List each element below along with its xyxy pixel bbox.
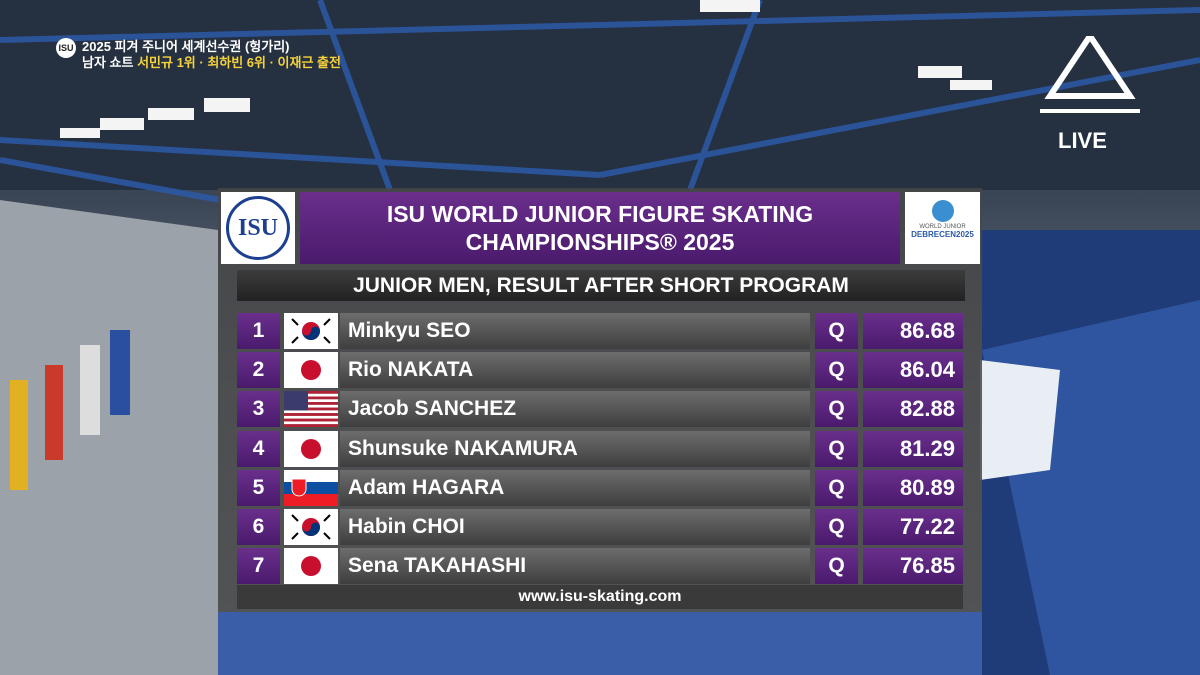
- athlete-name: Sena TAKAHASHI: [340, 548, 810, 585]
- caption-line2: 남자 쇼트 서민규 1위 · 최하빈 6위 · 이재근 출전: [82, 52, 341, 71]
- rank: 1: [237, 313, 280, 349]
- score: 81.29: [863, 430, 963, 467]
- qualifier: Q: [815, 391, 858, 428]
- flag-icon: [284, 313, 338, 349]
- title: ISU WORLD JUNIOR FIGURE SKATING CHAMPION…: [300, 192, 900, 264]
- flag-icon: [284, 469, 338, 506]
- event-logo-mark: [931, 200, 954, 222]
- isu-logo: ISU: [226, 196, 290, 260]
- caption-line1: 2025 피겨 주니어 세계선수권 (헝가리): [82, 39, 290, 54]
- qualifier: Q: [815, 509, 858, 545]
- event-logo: WORLD JUNIOR DEBRECEN2025: [905, 192, 980, 264]
- rank: 6: [237, 509, 280, 545]
- rank: 7: [237, 548, 280, 585]
- broadcaster-logo: [1040, 36, 1140, 113]
- score: 76.85: [863, 548, 963, 585]
- qualifier: Q: [815, 430, 858, 467]
- qualifier: Q: [815, 469, 858, 506]
- qualifier: Q: [815, 352, 858, 389]
- flag: [284, 352, 338, 389]
- caption-white: 남자 쇼트: [82, 55, 134, 70]
- athlete-name: Adam HAGARA: [340, 469, 810, 506]
- athlete-name: Jacob SANCHEZ: [340, 391, 810, 428]
- score: 86.68: [863, 313, 963, 349]
- rank: 4: [237, 430, 280, 467]
- event-logo-bottom: DEBRECEN2025: [911, 230, 974, 239]
- isu-logo-box: ISU: [221, 192, 295, 264]
- caption-logo: ISU: [56, 38, 76, 58]
- qualifier: Q: [815, 313, 858, 349]
- flag: [284, 469, 338, 506]
- score: 82.88: [863, 391, 963, 428]
- flag: [284, 391, 338, 428]
- score: 86.04: [863, 352, 963, 389]
- flag-icon: [284, 391, 338, 428]
- flag: [284, 430, 338, 467]
- flag: [284, 509, 338, 545]
- score: 80.89: [863, 469, 963, 506]
- subtitle: JUNIOR MEN, RESULT AFTER SHORT PROGRAM: [237, 270, 965, 301]
- flag-icon: [284, 430, 338, 467]
- athlete-name: Shunsuke NAKAMURA: [340, 430, 810, 467]
- flag-icon: [284, 509, 338, 545]
- flag: [284, 548, 338, 585]
- score: 77.22: [863, 509, 963, 545]
- website: www.isu-skating.com: [237, 585, 963, 609]
- athlete-name: Minkyu SEO: [340, 313, 810, 349]
- flag-icon: [284, 352, 338, 389]
- athlete-name: Rio NAKATA: [340, 352, 810, 389]
- flag: [284, 313, 338, 349]
- caption-yellow: 서민규 1위 · 최하빈 6위 · 이재근 출전: [137, 55, 341, 70]
- flag-icon: [284, 548, 338, 585]
- broadcaster-live: LIVE: [1058, 128, 1107, 153]
- rank: 3: [237, 391, 280, 428]
- rank: 5: [237, 469, 280, 506]
- rank: 2: [237, 352, 280, 389]
- qualifier: Q: [815, 548, 858, 585]
- event-logo-top: WORLD JUNIOR: [919, 224, 966, 230]
- athlete-name: Habin CHOI: [340, 509, 810, 545]
